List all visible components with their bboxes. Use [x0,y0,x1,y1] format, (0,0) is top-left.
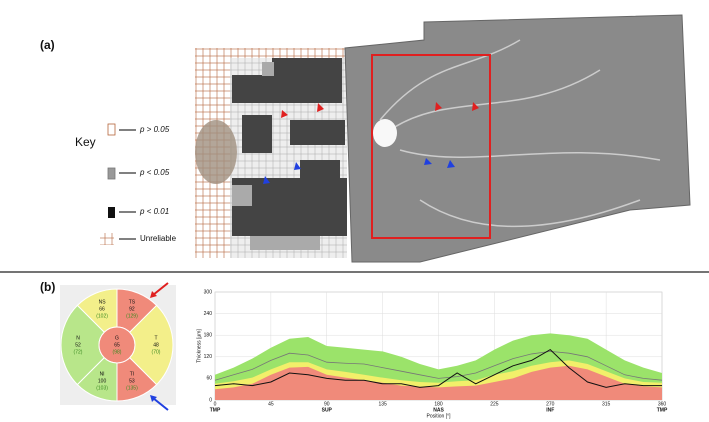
region-label: INF [546,407,554,413]
y-tick-label: 300 [204,289,213,295]
sector-normal: (72) [74,349,83,355]
significance-grid [195,48,347,258]
x-axis-label: Position [°] [427,413,452,419]
sector-name: TS [129,299,136,305]
x-tick-label: 360 [658,401,667,407]
y-tick-label: 60 [206,376,212,382]
x-tick-label: 45 [268,401,274,407]
sector-value: 92 [129,306,135,312]
y-tick-label: 120 [204,354,213,360]
sector-normal: (98) [113,349,122,355]
x-tick-label: 270 [546,401,555,407]
thickness-line [214,348,662,388]
key-item: Unreliable [140,234,177,243]
sector-value: 65 [114,342,120,348]
key-item: p < 0.01 [139,207,169,216]
sector-value: 52 [75,342,81,348]
sector-name: T [154,335,157,341]
sector-name: G [115,335,119,341]
key-icons [100,123,136,245]
sector-normal: (103) [96,385,108,391]
region-label: TMP [210,407,221,413]
sector [129,304,174,386]
y-tick-label: 0 [209,397,212,403]
band-area [215,365,662,400]
sector-normal: (70) [152,349,161,355]
sector-name: N [76,335,80,341]
sector-value: 48 [153,342,159,348]
x-tick-label: 135 [378,401,387,407]
x-tick-label: 90 [324,401,330,407]
arrows [150,282,169,411]
y-axis-label: Thickness [µm] [196,329,202,363]
x-tick-label: 225 [490,401,499,407]
sector-name: NI [100,371,105,377]
x-tick-label: 180 [434,401,443,407]
key-title: Key [75,135,96,149]
y-tick-label: 240 [204,311,213,317]
panel-label: (a) [40,38,55,52]
sector-normal: (135) [126,385,138,391]
sector-name: TI [130,371,134,377]
key-item: p > 0.05 [139,125,170,134]
x-tick-label: 0 [214,401,217,407]
panel-label: (b) [40,280,55,294]
thickness-line [214,350,663,381]
sector [116,357,158,402]
y-tick-label: 180 [204,333,213,339]
sector-value: 53 [129,378,135,384]
sector-normal: (102) [96,313,108,319]
sector-normal: (129) [126,313,138,319]
fundus-image [344,14,691,263]
region-label: NAS [433,407,444,413]
region-label: TMP [657,407,668,413]
sector-value: 66 [99,306,105,312]
sector-name: NS [99,299,107,305]
region-label: SUP [322,407,333,413]
key-item: p < 0.05 [139,168,170,177]
sector-value: 100 [98,378,107,384]
x-tick-label: 315 [602,401,611,407]
